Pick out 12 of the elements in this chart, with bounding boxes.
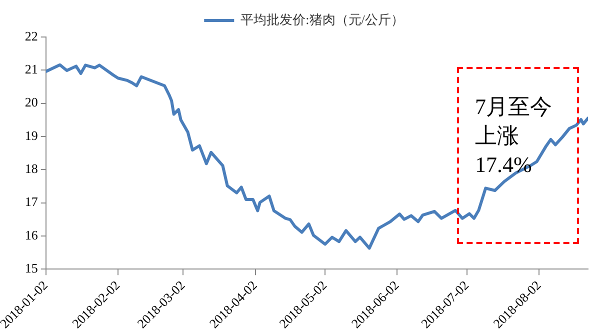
- y-tick-label: 18: [24, 161, 38, 176]
- y-tick-label: 17: [24, 194, 38, 210]
- legend-label: 平均批发价:猪肉（元/公斤）: [240, 12, 404, 27]
- annotation: 上涨: [475, 122, 520, 150]
- y-tick-label: 21: [24, 62, 38, 77]
- annotation: 17.4%: [475, 151, 533, 179]
- annotation: 7月至今: [475, 93, 552, 121]
- y-tick-label: 20: [24, 94, 38, 110]
- y-tick-label: 19: [24, 128, 38, 143]
- y-tick-label: 16: [24, 227, 38, 242]
- y-tick-label: 22: [24, 28, 38, 44]
- y-tick-label: 15: [24, 260, 38, 276]
